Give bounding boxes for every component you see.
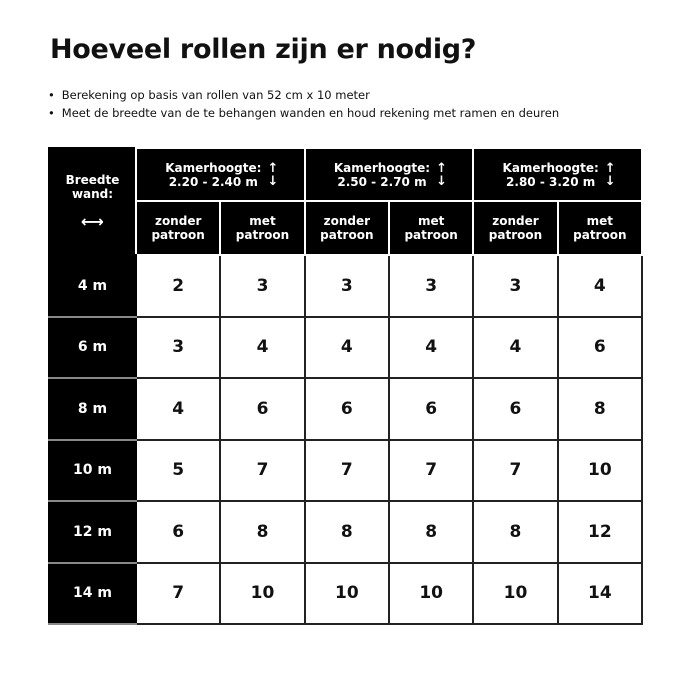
- room-height-header: Kamerhoogte: 2.50 - 2.70 m ↑ ↓: [303, 147, 475, 202]
- wall-width-cell: 6 m: [48, 315, 137, 379]
- table-row: 10 m 5 7 7 7 7 10: [48, 438, 644, 502]
- rolls-cell: 8: [472, 500, 559, 564]
- subheader-line1: met: [586, 214, 614, 228]
- rolls-cell: 7: [303, 438, 390, 502]
- rolls-cell: 10: [472, 561, 559, 625]
- with-pattern-header: met patroon: [219, 200, 306, 256]
- room-height-label: Kamerhoogte:: [502, 160, 599, 175]
- subheader-line1: met: [249, 214, 276, 228]
- rolls-cell: 10: [303, 561, 390, 625]
- rolls-cell: 4: [387, 315, 475, 379]
- rolls-cell: 10: [387, 561, 475, 625]
- wall-width-cell: 12 m: [48, 500, 137, 564]
- room-height-header: Kamerhoogte: 2.20 - 2.40 m ↑ ↓: [135, 147, 306, 202]
- rolls-cell: 6: [303, 377, 390, 441]
- rolls-cell: 8: [556, 377, 644, 441]
- rolls-cell: 7: [387, 438, 475, 502]
- rolls-cell: 3: [134, 315, 222, 379]
- vertical-double-arrow-icon: ↑ ↓: [604, 160, 616, 189]
- rolls-cell: 6: [219, 377, 306, 441]
- rolls-cell: 10: [556, 438, 644, 502]
- vertical-double-arrow-icon: ↑ ↓: [436, 160, 448, 189]
- rolls-cell: 6: [387, 377, 475, 441]
- rolls-cell: 14: [556, 561, 644, 625]
- page-title: Hoeveel rollen zijn er nodig?: [50, 34, 477, 65]
- subheader-line2: patroon: [151, 228, 205, 242]
- rolls-cell: 4: [134, 377, 222, 441]
- wall-width-cell: 14 m: [48, 561, 137, 625]
- subheader-line1: zonder: [154, 214, 202, 228]
- without-pattern-header: zonder patroon: [303, 200, 390, 256]
- width-header: Breedte wand: ⟷: [48, 147, 137, 256]
- subheader-line1: zonder: [492, 214, 539, 228]
- rolls-cell: 3: [472, 254, 559, 318]
- width-header-line2: wand:: [71, 187, 114, 201]
- subheader-line2: patroon: [573, 228, 627, 242]
- rolls-cell: 4: [556, 254, 644, 318]
- vertical-double-arrow-icon: ↑ ↓: [267, 160, 279, 189]
- rolls-cell: 4: [219, 315, 306, 379]
- room-height-range: 2.20 - 2.40 m: [168, 174, 258, 189]
- table-row: 14 m 7 10 10 10 10 14: [48, 561, 644, 625]
- info-list: Berekening op basis van rollen van 52 cm…: [48, 86, 559, 122]
- rolls-cell: 4: [472, 315, 559, 379]
- subheader-line2: patroon: [404, 228, 458, 242]
- rolls-cell: 3: [219, 254, 306, 318]
- rolls-cell: 7: [219, 438, 306, 502]
- rolls-cell: 6: [134, 500, 222, 564]
- with-pattern-header: met patroon: [387, 200, 475, 256]
- rolls-cell: 8: [303, 500, 390, 564]
- wall-width-cell: 10 m: [48, 438, 137, 502]
- rolls-cell: 6: [556, 315, 644, 379]
- subheader-line2: patroon: [235, 228, 290, 242]
- info-item: Berekening op basis van rollen van 52 cm…: [48, 86, 559, 104]
- subheader-line2: patroon: [320, 228, 374, 242]
- width-header-line1: Breedte: [65, 173, 120, 187]
- rolls-cell: 8: [387, 500, 475, 564]
- rolls-cell: 8: [219, 500, 306, 564]
- room-height-label: Kamerhoogte:: [333, 160, 431, 175]
- with-pattern-header: met patroon: [556, 200, 644, 256]
- horizontal-double-arrow-icon: ⟷: [81, 212, 104, 231]
- room-height-range: 2.80 - 3.20 m: [506, 174, 596, 189]
- subheader-line1: met: [417, 214, 445, 228]
- room-height-label: Kamerhoogte:: [165, 160, 262, 175]
- rolls-cell: 12: [556, 500, 644, 564]
- room-height-header: Kamerhoogte: 2.80 - 3.20 m ↑ ↓: [472, 147, 643, 202]
- rolls-table: Breedte wand: ⟷ Kamerhoogte: 2.20 - 2.40 …: [48, 147, 644, 625]
- rolls-cell: 2: [134, 254, 222, 318]
- room-height-range: 2.50 - 2.70 m: [337, 174, 427, 189]
- without-pattern-header: zonder patroon: [134, 200, 222, 256]
- subheader-line1: zonder: [323, 214, 371, 228]
- rolls-cell: 10: [219, 561, 306, 625]
- rolls-cell: 7: [134, 561, 222, 625]
- rolls-cell: 3: [387, 254, 475, 318]
- rolls-cell: 7: [472, 438, 559, 502]
- rolls-cell: 3: [303, 254, 390, 318]
- subheader-line2: patroon: [488, 228, 543, 242]
- wall-width-cell: 4 m: [48, 254, 137, 318]
- info-item: Meet de breedte van de te behangen wande…: [48, 104, 559, 122]
- rolls-cell: 6: [472, 377, 559, 441]
- rolls-cell: 4: [303, 315, 390, 379]
- wall-width-cell: 8 m: [48, 377, 137, 441]
- without-pattern-header: zonder patroon: [472, 200, 559, 256]
- table-row: 12 m 6 8 8 8 8 12: [48, 500, 644, 564]
- rolls-cell: 5: [134, 438, 222, 502]
